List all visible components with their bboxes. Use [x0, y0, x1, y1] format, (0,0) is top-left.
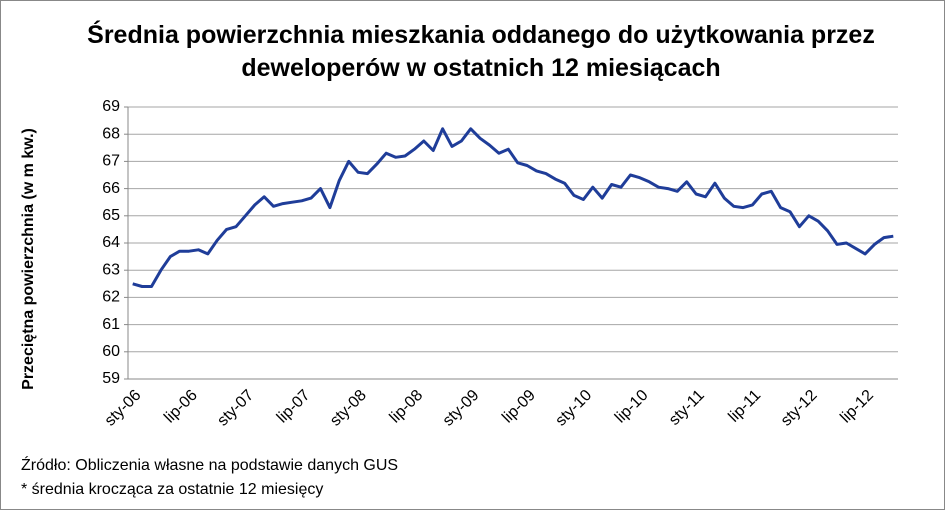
y-axis-label: Przeciętna powierzchnia (w m kw.) — [20, 128, 37, 390]
x-tick-label: lip-11 — [725, 387, 764, 426]
x-tick-label: sty-12 — [778, 387, 821, 430]
x-tick-label: sty-10 — [552, 387, 595, 430]
y-tick-label: 61 — [102, 316, 120, 333]
x-tick-label: lip-08 — [387, 387, 427, 427]
y-tick-label: 60 — [102, 343, 120, 360]
x-tick-label: lip-07 — [274, 387, 314, 427]
y-tick-label: 65 — [102, 207, 120, 224]
y-tick-label: 59 — [102, 370, 120, 387]
x-tick-label: lip-10 — [612, 387, 652, 427]
x-tick-label: sty-07 — [214, 387, 257, 430]
y-tick-label: 69 — [102, 98, 120, 115]
x-tick-label: lip-06 — [161, 387, 201, 427]
y-tick-label: 63 — [102, 261, 120, 278]
x-tick-label: lip-09 — [499, 387, 539, 427]
y-tick-label: 62 — [102, 289, 120, 306]
y-tick-label: 68 — [102, 125, 120, 142]
x-tick-label: sty-08 — [327, 387, 370, 430]
note: * średnia krocząca za ostatnie 12 miesię… — [21, 481, 324, 498]
y-tick-label: 64 — [102, 234, 120, 251]
y-tick-label: 66 — [102, 180, 120, 197]
x-tick-label: sty-11 — [666, 387, 708, 429]
x-tick-label: sty-09 — [440, 387, 483, 430]
chart-title: Średnia powierzchnia mieszkania oddanego… — [87, 21, 875, 82]
x-tick-label: lip-12 — [837, 387, 877, 427]
source: Źródło: Obliczenia własne na podstawie d… — [21, 457, 399, 474]
data-line — [132, 127, 894, 288]
y-tick-label: 67 — [102, 153, 120, 170]
x-tick-label: sty-06 — [102, 387, 145, 430]
